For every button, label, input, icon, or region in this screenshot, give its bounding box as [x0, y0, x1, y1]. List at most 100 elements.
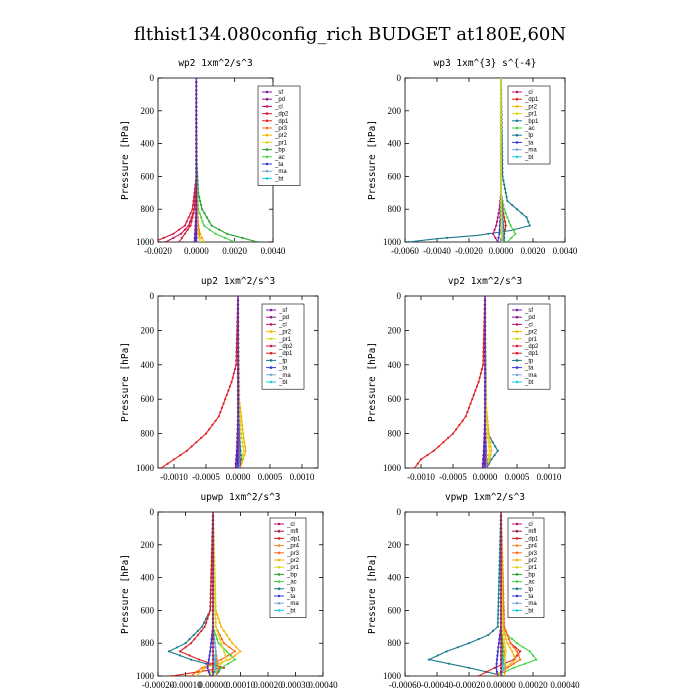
- legend-label: _ma: [274, 169, 287, 175]
- y-tick-label: 800: [388, 204, 402, 214]
- series-marker: [483, 312, 487, 315]
- series-marker: [214, 613, 217, 616]
- series-marker: [512, 666, 515, 669]
- legend-marker: [515, 537, 519, 540]
- series-marker: [195, 81, 198, 84]
- legend-label: _dp1: [524, 536, 539, 542]
- series-marker: [499, 601, 503, 604]
- series-marker: [455, 428, 458, 431]
- legend-label: _pr4: [286, 544, 300, 550]
- series-marker: [456, 646, 459, 649]
- series-marker: [500, 216, 503, 219]
- series-marker: [208, 220, 211, 223]
- series-marker: [511, 228, 515, 231]
- series-marker: [483, 445, 487, 448]
- series-marker: [490, 449, 493, 452]
- series-marker: [195, 167, 198, 170]
- series-marker: [496, 216, 499, 219]
- series-marker: [500, 236, 503, 239]
- series-marker: [499, 78, 503, 80]
- series-marker: [241, 454, 244, 457]
- series-marker: [202, 224, 206, 227]
- series-marker: [243, 441, 246, 444]
- y-tick-label: 200: [388, 106, 402, 116]
- series-marker: [503, 670, 507, 674]
- y-tick-label: 200: [141, 325, 155, 335]
- legend-marker: [515, 565, 519, 569]
- legend-label: _ta: [524, 366, 534, 372]
- series-marker: [229, 654, 232, 657]
- series-marker: [491, 441, 494, 444]
- x-tick-label: 0.00040: [550, 680, 580, 690]
- legend-marker: [515, 155, 519, 159]
- series-marker: [495, 662, 498, 665]
- series-marker: [499, 163, 503, 166]
- series-marker: [485, 670, 488, 674]
- series-marker: [207, 613, 210, 616]
- series-marker: [220, 406, 224, 409]
- series-marker: [483, 337, 487, 341]
- x-tick-label: 0.0000: [226, 472, 251, 482]
- series-marker: [483, 423, 487, 427]
- series-marker: [195, 441, 198, 444]
- legend-label: _ta: [274, 162, 284, 168]
- legend-label: _pr1: [524, 337, 538, 343]
- series-marker: [179, 454, 182, 457]
- series-marker: [498, 228, 501, 231]
- series-marker: [214, 654, 217, 657]
- series-marker: [236, 346, 240, 349]
- legend-marker: [515, 133, 519, 137]
- series-marker: [503, 674, 506, 676]
- series-marker: [471, 398, 474, 401]
- series-marker: [506, 633, 509, 637]
- panel-2: wp3 1xm^{3} s^{-4}02004006008001000-0.00…: [367, 58, 578, 256]
- series-marker: [195, 670, 198, 674]
- series-marker: [487, 633, 490, 637]
- series-marker: [243, 454, 246, 457]
- series-marker: [528, 650, 531, 653]
- series-marker: [500, 228, 503, 231]
- x-tick-label: 0.0020: [521, 246, 546, 256]
- x-tick-label: 0.00010: [226, 680, 256, 690]
- series-marker: [233, 658, 237, 661]
- series-marker: [495, 220, 499, 223]
- legend-marker: [515, 148, 519, 151]
- panel-title: wp2 1xm^2/s^3: [178, 58, 252, 69]
- series-marker: [477, 380, 480, 384]
- series-marker: [214, 601, 217, 604]
- series-marker: [214, 633, 217, 637]
- series-marker: [195, 228, 198, 231]
- series-marker: [499, 650, 503, 653]
- series-marker: [195, 212, 198, 215]
- series-marker: [499, 122, 503, 125]
- series-marker: [525, 216, 528, 219]
- series-marker: [236, 454, 240, 457]
- series-marker: [499, 109, 503, 112]
- series-marker: [499, 158, 503, 162]
- series-marker: [515, 642, 519, 645]
- series-marker: [211, 609, 215, 612]
- series-marker: [195, 85, 198, 88]
- series-marker: [499, 89, 503, 92]
- x-tick-label: 0.0040: [553, 246, 578, 256]
- series-group: [407, 78, 531, 242]
- series-marker: [504, 646, 507, 649]
- legend-marker: [515, 609, 519, 612]
- series-marker: [209, 597, 212, 600]
- series-marker: [211, 527, 215, 530]
- series-marker: [231, 642, 234, 645]
- series-marker: [213, 597, 217, 600]
- series-marker: [184, 646, 187, 649]
- series-marker: [187, 216, 190, 219]
- legend-label: _pr2: [278, 330, 292, 336]
- legend-label: _bt: [524, 608, 534, 614]
- series-marker: [483, 363, 487, 366]
- series-marker: [514, 232, 517, 235]
- series-marker: [483, 428, 487, 431]
- series-marker: [201, 220, 204, 223]
- series-marker: [496, 621, 500, 624]
- series-marker: [211, 519, 215, 522]
- series-marker: [236, 303, 240, 306]
- series-marker: [190, 220, 193, 223]
- x-tick-label: -0.00020: [453, 680, 486, 690]
